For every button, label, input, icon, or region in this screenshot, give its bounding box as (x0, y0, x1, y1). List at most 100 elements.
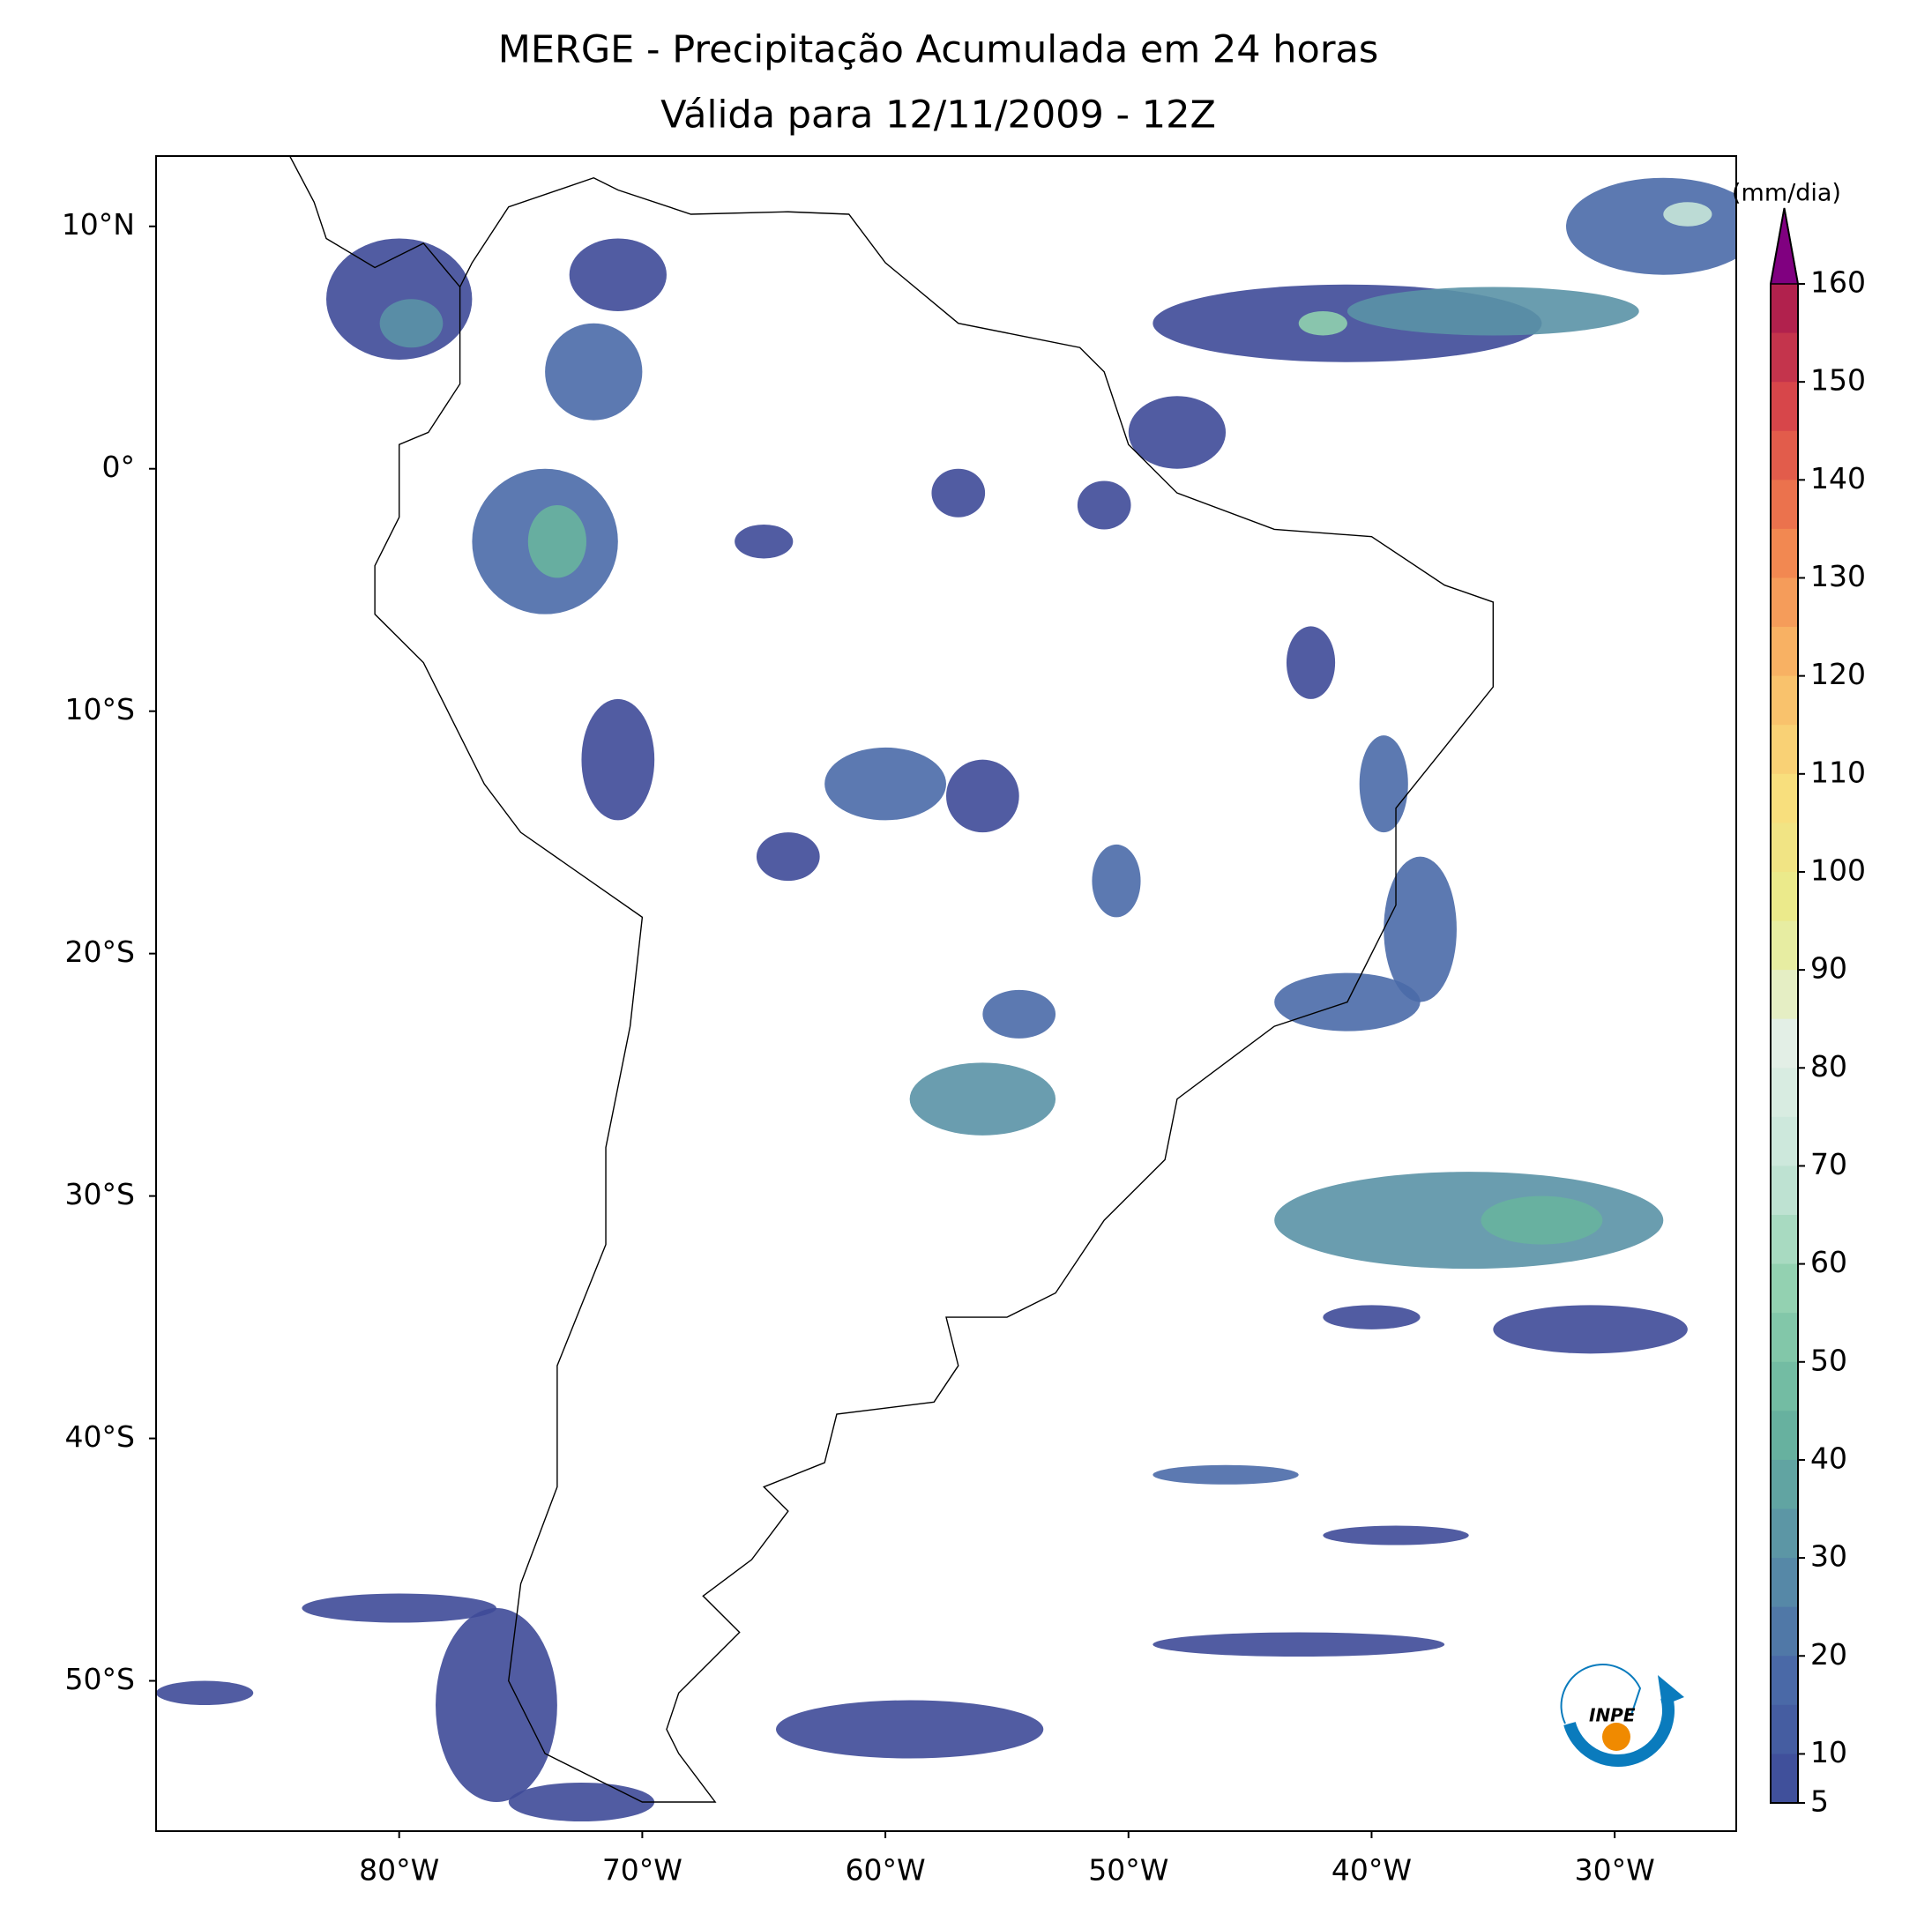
precip-area (1493, 1305, 1688, 1354)
precip-area (1077, 480, 1131, 530)
colorbar-band (1771, 1754, 1798, 1804)
colorbar-extend (1770, 207, 1799, 285)
colorbar-tick-label: 150 (1810, 363, 1866, 398)
precip-area (379, 299, 444, 348)
colorbar-tick-label: 120 (1810, 657, 1866, 691)
colorbar-band (1771, 1215, 1798, 1265)
colorbar-band (1771, 675, 1798, 726)
colorbar-tick-label: 90 (1810, 951, 1847, 986)
colorbar-band (1771, 1263, 1798, 1314)
colorbar-tick-label: 80 (1810, 1049, 1847, 1084)
colorbar-band (1771, 430, 1798, 480)
precip-area (1152, 1464, 1299, 1485)
colorbar: 5 10 20 30 40 50 60 70 80 90 100 110 120 130 140 150 160… (1732, 180, 1866, 1819)
map-frame (155, 155, 1737, 1832)
precip-area (1323, 1305, 1421, 1329)
y-tick-label: 10°S (65, 692, 135, 726)
colorbar-band (1771, 1459, 1798, 1510)
precip-area (527, 504, 586, 578)
colorbar-band (1771, 627, 1798, 677)
colorbar-tick-label: 50 (1810, 1343, 1847, 1377)
precip-area (909, 1062, 1056, 1136)
colorbar-band (1771, 1508, 1798, 1559)
precip-area (931, 468, 986, 518)
colorbar-band (1771, 1116, 1798, 1166)
logo-dot (1602, 1723, 1630, 1751)
y-tick-label: 30°S (65, 1177, 135, 1211)
colorbar-band (1771, 773, 1798, 823)
y-tick-label: 50°S (65, 1662, 135, 1696)
precip-area (1286, 626, 1336, 699)
colorbar-band (1771, 1606, 1798, 1657)
precip-area (156, 1680, 254, 1706)
colorbar-tick-label: 130 (1810, 559, 1866, 593)
precip-area (1384, 856, 1457, 1002)
precip-area (1298, 310, 1347, 336)
precip-area (508, 1783, 655, 1822)
precip-area (756, 832, 820, 882)
y-tick-label: 20°S (65, 935, 135, 969)
colorbar-frame (1770, 207, 1799, 1804)
colorbar-band (1771, 1361, 1798, 1411)
logo-arrow (1563, 1695, 1675, 1767)
chart-subtitle: Válida para 12/11/2009 - 12Z (660, 93, 1216, 138)
colorbar-label: (mm/dia) (1732, 180, 1841, 207)
precip-area (302, 1593, 496, 1623)
precip-area (581, 698, 655, 821)
x-tick-label: 80°W (359, 1853, 439, 1888)
logo-text: INPE (1589, 1705, 1636, 1726)
x-tick-label: 70°W (602, 1853, 683, 1888)
precip-area (1152, 1632, 1445, 1657)
colorbar-band (1771, 480, 1798, 530)
y-tick-label: 0° (102, 450, 136, 484)
coastline (289, 156, 461, 287)
x-tick-label: 30°W (1575, 1853, 1655, 1888)
colorbar-band (1771, 1313, 1798, 1363)
precip-area (1274, 1172, 1664, 1270)
precip-area (1481, 1195, 1603, 1245)
precip-area (1566, 177, 1736, 275)
colorbar-band (1771, 577, 1798, 628)
colorbar-tick-label: 60 (1810, 1245, 1847, 1279)
logo-curve (1560, 1664, 1642, 1724)
precip-area (436, 1608, 557, 1803)
x-tick-label: 60°W (846, 1853, 926, 1888)
colorbar-tick-label: 20 (1810, 1637, 1847, 1672)
precip-area (545, 323, 643, 421)
colorbar-band (1771, 1068, 1798, 1118)
logo-arrowhead (1658, 1675, 1684, 1706)
precip-area (569, 238, 667, 311)
precip-area (824, 747, 946, 821)
colorbar-band (1771, 1558, 1798, 1608)
map: 80°W 70°W 60°W 50°W 40°W 30°W 10°N 0° 10°S 20°S 30… (62, 155, 1737, 1888)
colorbar-band (1771, 1656, 1798, 1706)
y-tick-label: 10°N (62, 207, 135, 242)
colorbar-tick-label: 100 (1810, 853, 1866, 887)
colorbar-band (1771, 871, 1798, 922)
colorbar-tick-label: 140 (1810, 461, 1866, 495)
y-tick-label: 40°S (65, 1419, 135, 1454)
colorbar-band (1771, 1704, 1798, 1754)
precip-area (946, 759, 1019, 833)
x-tick-label: 50°W (1088, 1853, 1168, 1888)
colorbar-tick-label: 10 (1810, 1735, 1847, 1769)
precip-area (1323, 1525, 1469, 1545)
colorbar-tick-label: 110 (1810, 755, 1866, 789)
colorbar-band (1771, 1166, 1798, 1216)
colorbar-band (1771, 823, 1798, 873)
colorbar-tick-label: 30 (1810, 1539, 1847, 1574)
precip-area (776, 1700, 1044, 1759)
colorbar-tick-label: 70 (1810, 1147, 1847, 1181)
colorbar-band (1771, 920, 1798, 971)
precip-area (735, 524, 794, 559)
colorbar-band (1771, 332, 1798, 383)
precip-area (982, 989, 1056, 1039)
map-content (156, 156, 1736, 1822)
x-tick-label: 40°W (1332, 1853, 1412, 1888)
colorbar-band (1771, 284, 1798, 334)
precip-area (1128, 396, 1227, 469)
colorbar-tick-label: 160 (1810, 265, 1866, 300)
precip-area (1663, 202, 1712, 227)
colorbar-band (1771, 1018, 1798, 1069)
coastline (374, 176, 1495, 1803)
